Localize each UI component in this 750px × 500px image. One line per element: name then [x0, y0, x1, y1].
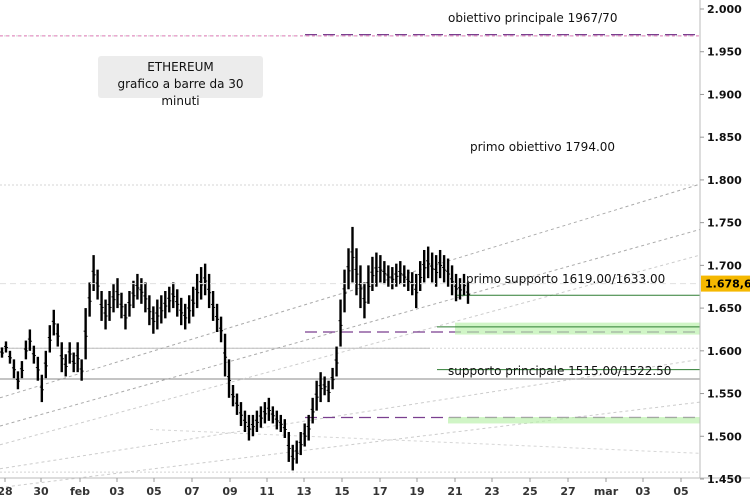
y-tick-label: 1.950	[707, 46, 742, 59]
x-tick-label: 23	[484, 485, 499, 498]
x-tick-label: feb	[70, 485, 90, 498]
x-tick-label: 30	[33, 485, 49, 498]
annotation-target-first: primo obiettivo 1794.00	[470, 140, 616, 154]
x-tick-label: 28	[0, 485, 13, 498]
y-tick-label: 1.600	[707, 345, 742, 358]
x-tick-label: 03	[109, 485, 124, 498]
x-tick-label: 21	[447, 485, 462, 498]
x-tick-label: 05	[146, 485, 161, 498]
trendline	[0, 254, 701, 446]
last-price-label: 1.678,66	[705, 278, 750, 291]
x-tick-label: 11	[259, 485, 274, 498]
x-tick-label: 17	[372, 485, 387, 498]
y-tick-label: 2.000	[707, 3, 742, 16]
x-tick-label: 19	[409, 485, 424, 498]
trendline	[149, 428, 701, 454]
x-tick-label: 27	[560, 485, 575, 498]
chart-title-box: ETHEREUM grafico a barre da 30 minuti	[98, 56, 263, 108]
levels-layer	[0, 34, 700, 424]
y-tick-label: 1.550	[707, 388, 742, 401]
x-tick-label: 09	[222, 485, 237, 498]
annotation-support-main: supporto principale 1515.00/1522.50	[448, 364, 672, 378]
chart-title: ETHEREUM	[147, 60, 214, 74]
price-bars	[0, 226, 470, 471]
y-tick-label: 1.650	[707, 302, 742, 315]
x-tick-label: 25	[522, 485, 537, 498]
y-tick-label: 1.800	[707, 174, 742, 187]
trendline	[0, 183, 701, 399]
y-tick-label: 1.900	[707, 88, 742, 101]
y-tick-label: 1.500	[707, 430, 742, 443]
trendline	[0, 228, 701, 427]
x-tick-label: 13	[296, 485, 311, 498]
support-main-zone	[448, 417, 700, 424]
support-first-zone	[455, 322, 700, 335]
last-price-tag	[701, 275, 750, 292]
chart-subtitle: grafico a barre da 30 minuti	[117, 77, 244, 108]
annotation-target-main: obiettivo principale 1967/70	[448, 11, 618, 25]
y-tick-label: 1.450	[707, 473, 742, 486]
y-tick-label: 1.750	[707, 217, 742, 230]
trendlines-layer	[0, 183, 701, 489]
x-tick-label: 03	[635, 485, 650, 498]
y-tick-label: 1.700	[707, 259, 742, 272]
x-tick-label: 07	[184, 485, 199, 498]
x-tick-label: 15	[334, 485, 349, 498]
annotation-support-first: primo supporto 1619.00/1633.00	[466, 272, 666, 286]
trendline	[0, 358, 701, 470]
x-tick-label: mar	[594, 485, 619, 498]
y-tick-label: 1.850	[707, 131, 742, 144]
x-tick-label: 05	[673, 485, 688, 498]
